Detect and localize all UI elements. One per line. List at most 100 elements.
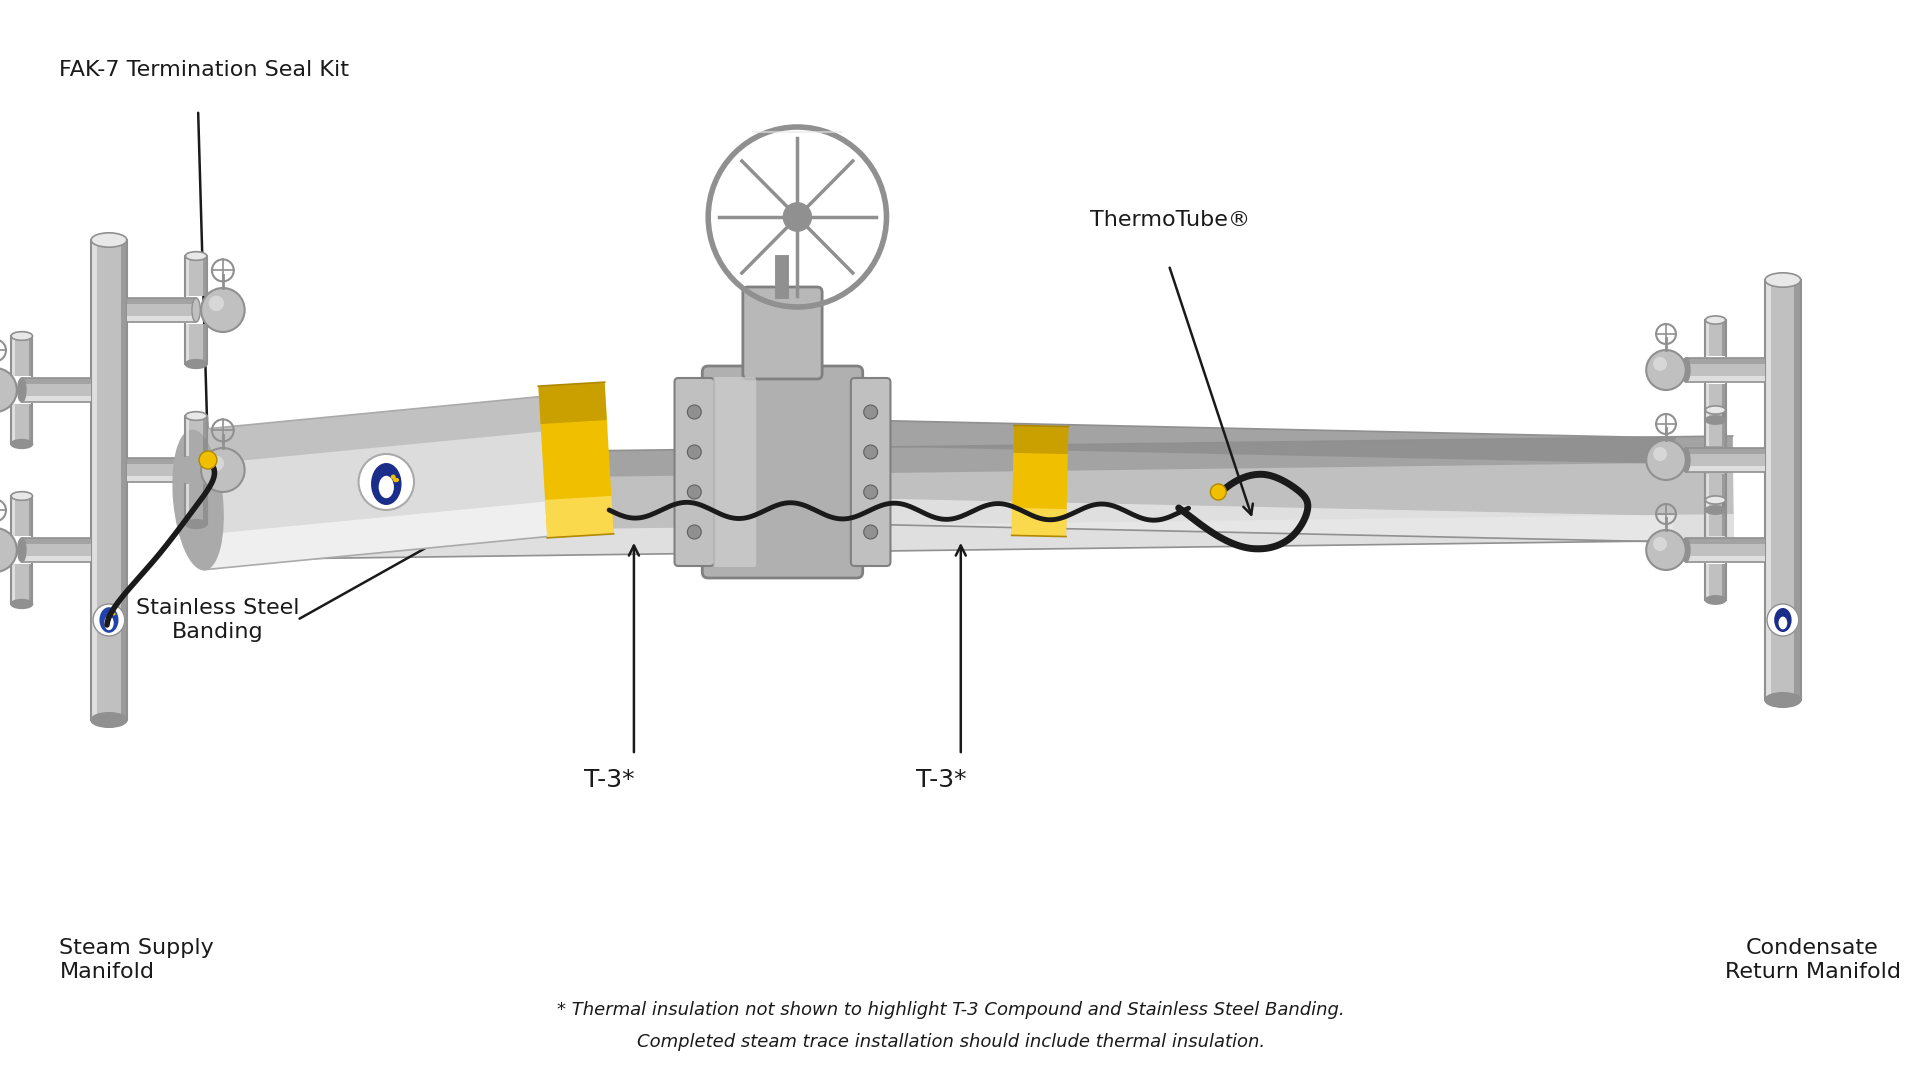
Polygon shape (1686, 357, 1764, 382)
Ellipse shape (90, 233, 127, 247)
Ellipse shape (371, 463, 401, 505)
Bar (12, 496, 15, 536)
Circle shape (1653, 447, 1667, 461)
Circle shape (0, 528, 17, 572)
Circle shape (1653, 537, 1667, 551)
Polygon shape (1686, 448, 1764, 454)
Ellipse shape (1705, 406, 1726, 414)
Ellipse shape (12, 332, 33, 340)
Circle shape (864, 525, 877, 539)
Polygon shape (127, 298, 196, 303)
Bar (29, 336, 33, 376)
Bar (186, 416, 207, 456)
Polygon shape (202, 501, 557, 569)
Circle shape (209, 296, 225, 311)
FancyBboxPatch shape (703, 366, 862, 578)
Bar (12, 496, 33, 536)
Ellipse shape (1705, 596, 1726, 604)
Bar (1722, 320, 1726, 356)
Bar (12, 564, 33, 604)
Ellipse shape (1682, 538, 1690, 562)
Circle shape (1210, 484, 1227, 500)
Bar (1705, 474, 1709, 510)
Polygon shape (192, 436, 1734, 482)
Bar (1705, 500, 1709, 536)
Polygon shape (851, 420, 1674, 542)
Ellipse shape (1778, 617, 1788, 630)
Bar (186, 256, 207, 296)
Polygon shape (1686, 448, 1764, 472)
Circle shape (200, 451, 217, 469)
Bar (12, 564, 15, 604)
Ellipse shape (1774, 608, 1791, 632)
Ellipse shape (104, 616, 113, 631)
Ellipse shape (111, 612, 115, 616)
Ellipse shape (17, 538, 27, 562)
Polygon shape (127, 298, 196, 322)
Bar (12, 404, 15, 444)
Polygon shape (192, 396, 557, 569)
Circle shape (202, 288, 244, 332)
Text: * Thermal insulation not shown to highlight T-3 Compound and Stainless Steel Ban: * Thermal insulation not shown to highli… (557, 1001, 1344, 1020)
Circle shape (1653, 357, 1667, 372)
Polygon shape (852, 420, 1674, 464)
Bar (1705, 474, 1726, 510)
Bar (1705, 384, 1709, 420)
Bar (186, 324, 207, 364)
Bar (186, 484, 207, 524)
Ellipse shape (394, 477, 399, 483)
Polygon shape (538, 382, 614, 538)
Ellipse shape (378, 476, 394, 498)
Polygon shape (21, 378, 90, 402)
Circle shape (864, 405, 877, 419)
Bar (12, 336, 15, 376)
Bar (1705, 320, 1709, 356)
Ellipse shape (90, 713, 127, 727)
Bar (1705, 410, 1726, 446)
Text: FAK-7 Termination Seal Kit: FAK-7 Termination Seal Kit (60, 60, 349, 80)
Circle shape (687, 485, 701, 499)
Circle shape (1645, 440, 1686, 480)
Bar (90, 240, 98, 720)
Circle shape (864, 445, 877, 459)
Ellipse shape (186, 411, 207, 420)
Polygon shape (1686, 376, 1764, 382)
Bar (1705, 564, 1726, 600)
Polygon shape (127, 458, 196, 464)
Bar (186, 484, 190, 524)
Polygon shape (192, 396, 547, 465)
Text: T-3*: T-3* (916, 768, 966, 792)
Text: Stainless Steel
Banding: Stainless Steel Banding (136, 598, 300, 642)
Bar (204, 324, 207, 364)
Bar (186, 324, 190, 364)
Circle shape (687, 405, 701, 419)
Ellipse shape (173, 430, 223, 570)
Bar (204, 484, 207, 524)
Ellipse shape (1705, 316, 1726, 324)
Circle shape (1645, 350, 1686, 390)
Polygon shape (127, 458, 196, 482)
Polygon shape (1012, 426, 1068, 537)
Polygon shape (192, 436, 1734, 561)
Bar (1795, 280, 1801, 700)
Polygon shape (21, 556, 90, 562)
Polygon shape (21, 538, 90, 562)
Text: Steam Supply
Manifold: Steam Supply Manifold (60, 939, 215, 982)
Ellipse shape (186, 252, 207, 260)
Bar (1764, 280, 1801, 700)
Bar (1705, 500, 1726, 536)
Polygon shape (851, 498, 1674, 542)
Ellipse shape (12, 440, 33, 448)
Polygon shape (538, 382, 607, 424)
Ellipse shape (1764, 692, 1801, 707)
Polygon shape (1686, 538, 1764, 562)
Bar (121, 240, 127, 720)
Circle shape (209, 456, 225, 471)
Bar (12, 336, 33, 376)
FancyBboxPatch shape (743, 287, 822, 379)
Ellipse shape (1764, 273, 1801, 287)
Polygon shape (127, 476, 196, 482)
Ellipse shape (186, 519, 207, 528)
Ellipse shape (1682, 448, 1690, 472)
Ellipse shape (12, 491, 33, 500)
